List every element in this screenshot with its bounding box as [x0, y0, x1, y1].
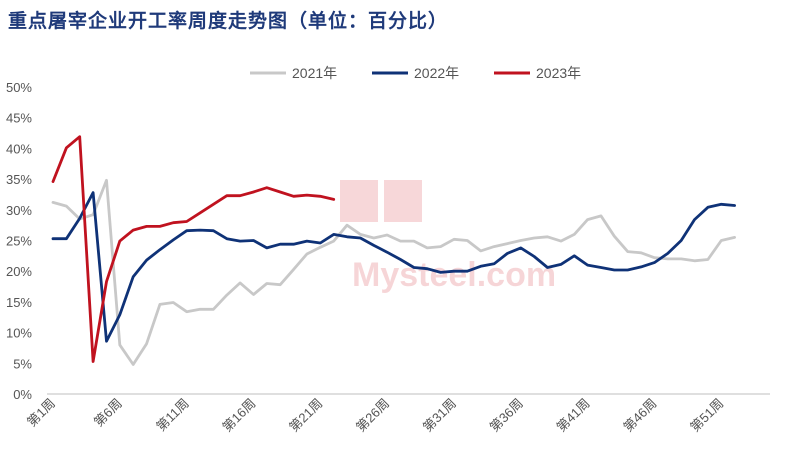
- legend-item: 2023年: [494, 65, 581, 81]
- y-tick-label: 45%: [6, 111, 32, 126]
- y-tick-labels: 0% 5% 10% 15% 20% 25% 30% 35% 40% 45% 50%: [6, 80, 32, 402]
- legend-item: 2022年: [372, 65, 459, 81]
- legend-label: 2022年: [414, 65, 459, 81]
- watermark-text: Mysteel.com: [352, 256, 556, 294]
- x-tick-label: 第6周: [91, 396, 125, 430]
- x-tick-labels: 第1周 第6周 第11周 第16周 第21周 第26周 第31周 第36周 第41周 第46周 第5…: [24, 396, 726, 435]
- y-tick-label: 5%: [13, 356, 32, 371]
- y-tick-label: 35%: [6, 172, 32, 187]
- legend-item: 2021年: [250, 65, 337, 81]
- x-tick-label: 第51周: [687, 396, 726, 435]
- x-tick-label: 第16周: [219, 396, 258, 435]
- series-lines: [51, 135, 736, 366]
- x-tick-label: 第26周: [353, 396, 392, 435]
- series-line-2022年: [51, 191, 736, 343]
- x-tick-label: 第11周: [153, 396, 192, 435]
- y-tick-label: 10%: [6, 326, 32, 341]
- legend-label: 2021年: [292, 65, 337, 81]
- y-tick-label: 40%: [6, 141, 32, 156]
- x-tick-label: 第31周: [420, 396, 459, 435]
- series-line-2023年: [51, 135, 336, 363]
- x-tick-label: 第41周: [554, 396, 593, 435]
- x-tick-label: 第36周: [487, 396, 526, 435]
- y-tick-label: 25%: [6, 234, 32, 249]
- legend: 2021年 2022年 2023年: [250, 65, 581, 81]
- series-line-2021年: [51, 178, 736, 366]
- y-tick-label: 20%: [6, 264, 32, 279]
- y-tick-label: 30%: [6, 203, 32, 218]
- watermark: Mysteel.com: [340, 180, 556, 294]
- y-tick-label: 50%: [6, 80, 32, 95]
- x-tick-label: 第46周: [620, 396, 659, 435]
- chart-title: 重点屠宰企业开工率周度走势图（单位：百分比）: [8, 10, 449, 32]
- legend-label: 2023年: [536, 65, 581, 81]
- x-tick-label: 第21周: [286, 396, 325, 435]
- y-tick-label: 15%: [6, 295, 32, 310]
- y-tick-label: 0%: [13, 387, 32, 402]
